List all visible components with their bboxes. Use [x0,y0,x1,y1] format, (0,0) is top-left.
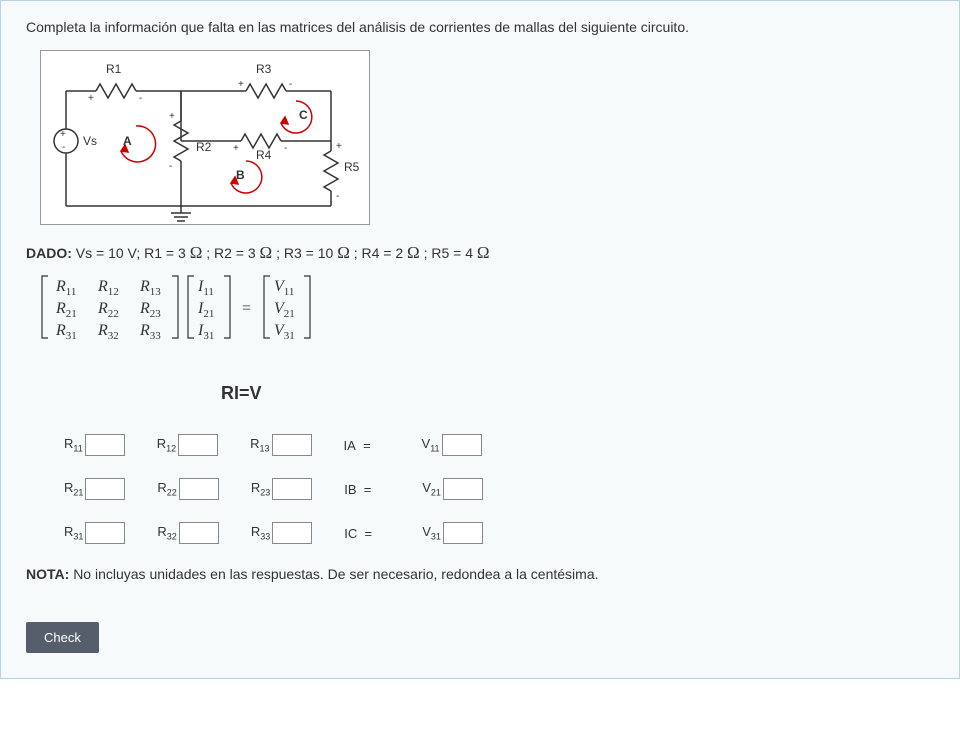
svg-text:I31: I31 [197,322,214,342]
r12-label: R12 [157,436,176,454]
svg-text:I21: I21 [197,300,214,320]
v31-input[interactable] [443,522,483,544]
r32-input[interactable] [179,522,219,544]
input-row-2: R21 R22 R23 IB = V21 [64,478,934,500]
svg-text:=: = [242,300,251,317]
r22-label: R22 [157,480,176,498]
r33-label: R33 [251,524,270,542]
svg-text:-: - [336,191,339,202]
svg-text:-: - [139,93,142,104]
svg-text:+: + [60,129,66,140]
r13-label: R13 [250,436,269,454]
r31-label: R31 [64,524,83,542]
r21-label: R21 [64,480,83,498]
svg-text:R31: R31 [55,322,77,342]
v21-input[interactable] [443,478,483,500]
loopC-label: C [299,108,308,122]
svg-text:+: + [88,93,94,104]
dado-line: DADO: Vs = 10 V; R1 = 3 Ω ; R2 = 3 Ω ; R… [26,243,934,263]
prompt-text: Completa la información que falta en las… [26,19,934,35]
ia-label: IA = [344,438,390,453]
input-row-3: R31 R32 R33 IC = V31 [64,522,934,544]
svg-text:R11: R11 [55,278,76,298]
svg-text:R13: R13 [139,278,161,298]
r2-label: R2 [196,140,212,154]
riv-heading: RI=V [221,383,934,404]
v21-label: V21 [422,480,441,498]
svg-text:-: - [284,143,287,154]
svg-text:V21: V21 [274,300,295,320]
loopA-label: A [123,134,132,148]
svg-text:R32: R32 [97,322,119,342]
circuit-diagram: + - Vs R1 + - R2 + - [40,50,370,225]
r22-input[interactable] [179,478,219,500]
check-button[interactable]: Check [26,622,99,653]
r12-input[interactable] [178,434,218,456]
input-row-1: R11 R12 R13 IA = V11 [64,434,934,456]
r21-input[interactable] [85,478,125,500]
svg-text:I11: I11 [197,278,214,298]
svg-text:+: + [238,79,244,90]
svg-text:R33: R33 [139,322,161,342]
svg-text:R21: R21 [55,300,77,320]
svg-text:R23: R23 [139,300,161,320]
v31-label: V31 [422,524,441,542]
svg-text:R12: R12 [97,278,119,298]
svg-text:V11: V11 [274,278,294,298]
r23-label: R23 [251,480,270,498]
r5-label: R5 [344,160,360,174]
svg-text:-: - [62,142,65,153]
r33-input[interactable] [272,522,312,544]
svg-text:-: - [289,79,292,90]
svg-text:+: + [336,141,342,152]
vs-label: Vs [83,134,97,148]
svg-text:R22: R22 [97,300,119,320]
r31-input[interactable] [85,522,125,544]
r32-label: R32 [157,524,176,542]
r4-label: R4 [256,148,272,162]
loopB-label: B [236,168,245,182]
ib-label: IB = [344,482,390,497]
r13-input[interactable] [272,434,312,456]
r23-input[interactable] [272,478,312,500]
r11-input[interactable] [85,434,125,456]
v11-input[interactable] [442,434,482,456]
svg-text:-: - [169,161,172,172]
ic-label: IC = [344,526,390,541]
matrix-equation: R11 R12 R13 R21 R22 R23 R31 R32 R33 I11 … [38,271,934,348]
svg-text:+: + [169,111,175,122]
r3-label: R3 [256,62,272,76]
nota-line: NOTA: No incluyas unidades en las respue… [26,566,934,582]
input-grid: R11 R12 R13 IA = V11 R21 R22 R23 IB = V2… [64,434,934,544]
r1-label: R1 [106,62,122,76]
svg-text:V31: V31 [274,322,295,342]
svg-text:+: + [233,143,239,154]
v11-label: V11 [422,436,440,454]
question-panel: Completa la información que falta en las… [0,0,960,679]
r11-label: R11 [64,436,83,454]
